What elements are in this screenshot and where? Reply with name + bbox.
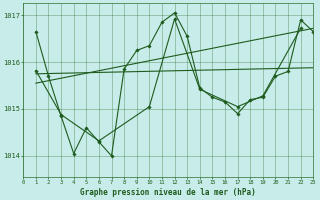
X-axis label: Graphe pression niveau de la mer (hPa): Graphe pression niveau de la mer (hPa) [80,188,256,197]
